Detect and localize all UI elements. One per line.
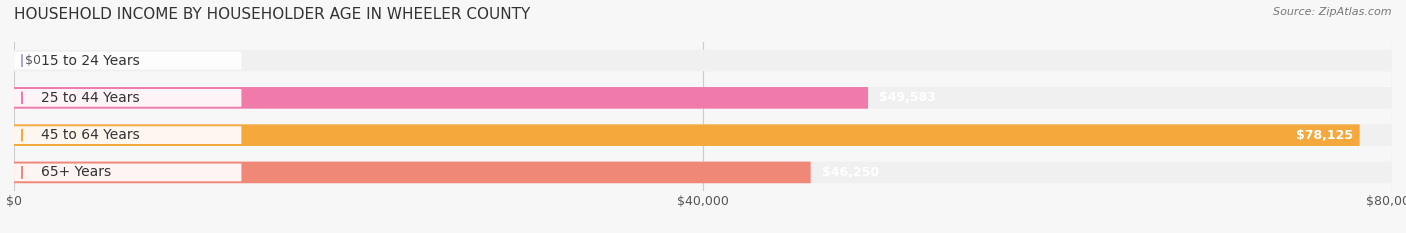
FancyBboxPatch shape [14,50,1392,71]
Text: Source: ZipAtlas.com: Source: ZipAtlas.com [1274,7,1392,17]
FancyBboxPatch shape [14,124,1392,146]
FancyBboxPatch shape [14,89,242,107]
FancyBboxPatch shape [14,164,242,181]
Text: 65+ Years: 65+ Years [41,165,111,179]
Text: HOUSEHOLD INCOME BY HOUSEHOLDER AGE IN WHEELER COUNTY: HOUSEHOLD INCOME BY HOUSEHOLDER AGE IN W… [14,7,530,22]
FancyBboxPatch shape [14,124,1360,146]
FancyBboxPatch shape [14,87,1392,109]
Text: $49,583: $49,583 [879,91,936,104]
FancyBboxPatch shape [14,87,868,109]
Text: 25 to 44 Years: 25 to 44 Years [41,91,141,105]
Text: $78,125: $78,125 [1296,129,1353,142]
FancyBboxPatch shape [14,52,242,69]
Text: 45 to 64 Years: 45 to 64 Years [41,128,141,142]
FancyBboxPatch shape [14,162,811,183]
Text: $0: $0 [25,54,41,67]
FancyBboxPatch shape [14,162,1392,183]
Text: $46,250: $46,250 [821,166,879,179]
Text: 15 to 24 Years: 15 to 24 Years [41,54,141,68]
FancyBboxPatch shape [14,126,242,144]
